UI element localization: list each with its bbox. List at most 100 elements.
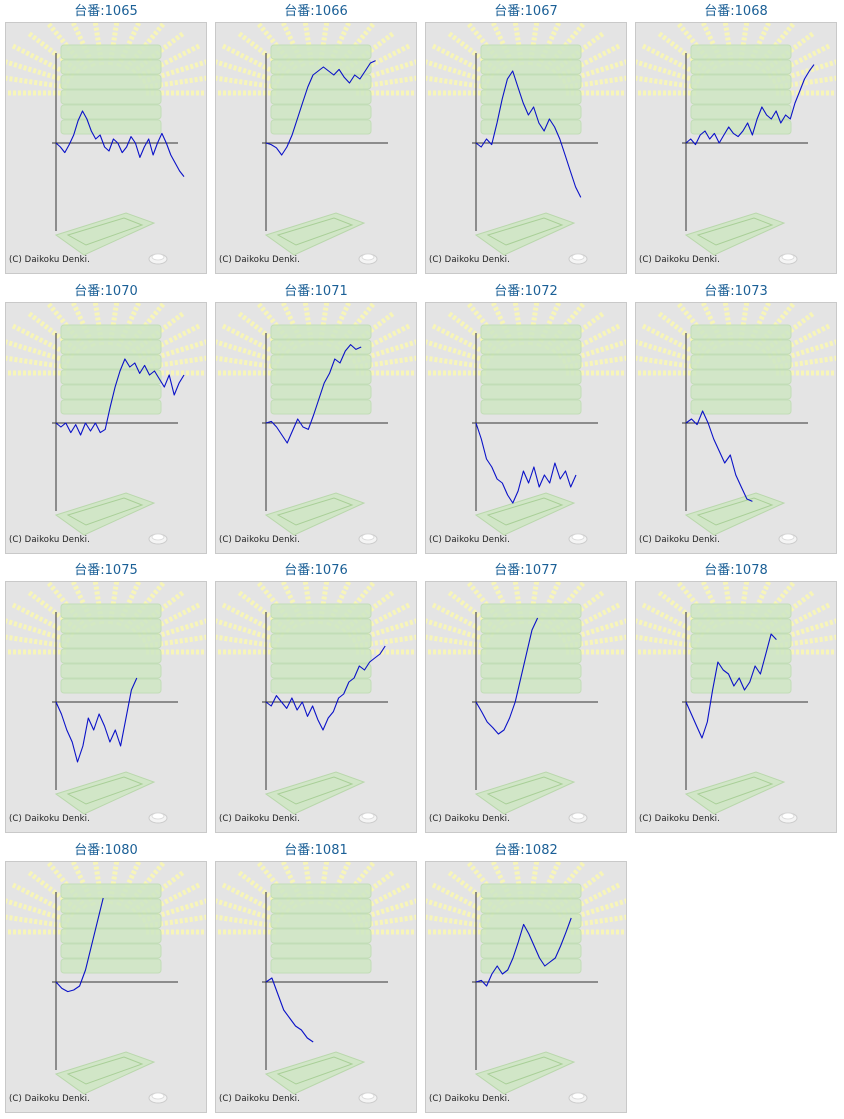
chart-svg xyxy=(426,582,626,824)
chart-frame: (C) Daikoku Denki. xyxy=(5,302,207,554)
chart-svg xyxy=(216,23,416,265)
chart-card: 台番:1073 (C) Daikoku Denki. xyxy=(634,282,838,557)
copyright-text: (C) Daikoku Denki. xyxy=(429,814,510,824)
chart-card: 台番:1071 (C) Daikoku Denki. xyxy=(214,282,418,557)
chart-title[interactable]: 台番:1081 xyxy=(284,843,348,858)
chart-title[interactable]: 台番:1077 xyxy=(494,563,558,578)
chart-svg xyxy=(636,303,836,545)
chart-title[interactable]: 台番:1068 xyxy=(704,4,768,19)
copyright-text: (C) Daikoku Denki. xyxy=(429,1094,510,1104)
series-line xyxy=(685,410,753,502)
chart-svg xyxy=(6,582,206,824)
chart-title[interactable]: 台番:1066 xyxy=(284,4,348,19)
series-line xyxy=(685,633,777,739)
chart-title[interactable]: 台番:1075 xyxy=(74,563,138,578)
chart-card: 台番:1075 (C) Daikoku Denki. xyxy=(4,561,208,836)
chart-card: 台番:1068 (C) Daikoku Denki. xyxy=(634,2,838,277)
copyright-text: (C) Daikoku Denki. xyxy=(639,535,720,545)
chart-title[interactable]: 台番:1072 xyxy=(494,284,558,299)
copyright-text: (C) Daikoku Denki. xyxy=(429,255,510,265)
series-line xyxy=(265,344,362,444)
chart-title[interactable]: 台番:1065 xyxy=(74,4,138,19)
slot-machine-artwork-background xyxy=(426,862,626,1095)
slot-machine-artwork-background xyxy=(426,582,626,815)
slot-machine-artwork-background xyxy=(6,303,206,536)
series-line xyxy=(55,358,185,436)
chart-svg xyxy=(216,582,416,824)
chart-frame: (C) Daikoku Denki. xyxy=(635,22,837,274)
chart-card: 台番:1067 (C) Daikoku Denki. xyxy=(424,2,628,277)
chart-frame: (C) Daikoku Denki. xyxy=(635,581,837,833)
medal-icon xyxy=(568,1092,588,1104)
chart-svg xyxy=(6,23,206,265)
chart-title[interactable]: 台番:1071 xyxy=(284,284,348,299)
series-line xyxy=(475,617,539,735)
series-line xyxy=(265,60,376,156)
chart-card: 台番:1066 (C) Daikoku Denki. xyxy=(214,2,418,277)
medal-icon xyxy=(148,253,168,265)
chart-frame: (C) Daikoku Denki. xyxy=(215,581,417,833)
chart-frame: (C) Daikoku Denki. xyxy=(425,302,627,554)
medal-icon xyxy=(778,253,798,265)
medal-icon xyxy=(358,1092,378,1104)
medal-icon xyxy=(358,253,378,265)
chart-frame: (C) Daikoku Denki. xyxy=(635,302,837,554)
series-line xyxy=(55,110,185,177)
chart-frame: (C) Daikoku Denki. xyxy=(215,861,417,1113)
copyright-text: (C) Daikoku Denki. xyxy=(219,814,300,824)
series-line xyxy=(55,677,138,763)
series-line xyxy=(475,917,572,987)
medal-icon xyxy=(358,533,378,545)
chart-svg xyxy=(636,23,836,265)
series-line xyxy=(475,422,577,504)
chart-title[interactable]: 台番:1076 xyxy=(284,563,348,578)
chart-title[interactable]: 台番:1073 xyxy=(704,284,768,299)
copyright-text: (C) Daikoku Denki. xyxy=(639,255,720,265)
series-line xyxy=(685,64,815,146)
medal-icon xyxy=(778,812,798,824)
copyright-text: (C) Daikoku Denki. xyxy=(219,1094,300,1104)
chart-card: 台番:1065 (C) Daikoku Denki. xyxy=(4,2,208,277)
series-line xyxy=(475,70,582,198)
chart-title[interactable]: 台番:1082 xyxy=(494,843,558,858)
chart-svg xyxy=(6,303,206,545)
chart-card: 台番:1081 (C) Daikoku Denki. xyxy=(214,841,418,1116)
series-line xyxy=(55,897,104,993)
chart-frame: (C) Daikoku Denki. xyxy=(425,581,627,833)
medal-icon xyxy=(568,253,588,265)
slot-machine-artwork-background xyxy=(216,862,416,1095)
chart-title[interactable]: 台番:1078 xyxy=(704,563,768,578)
chart-svg xyxy=(216,303,416,545)
series-line xyxy=(265,645,386,731)
chart-svg xyxy=(426,303,626,545)
slot-machine-artwork-background xyxy=(216,303,416,536)
chart-frame: (C) Daikoku Denki. xyxy=(5,861,207,1113)
medal-icon xyxy=(358,812,378,824)
slot-machine-artwork-background xyxy=(636,582,836,815)
copyright-text: (C) Daikoku Denki. xyxy=(9,1094,90,1104)
chart-card: 台番:1078 (C) Daikoku Denki. xyxy=(634,561,838,836)
chart-frame: (C) Daikoku Denki. xyxy=(425,22,627,274)
copyright-text: (C) Daikoku Denki. xyxy=(9,535,90,545)
chart-title[interactable]: 台番:1070 xyxy=(74,284,138,299)
chart-card: 台番:1076 (C) Daikoku Denki. xyxy=(214,561,418,836)
medal-icon xyxy=(568,812,588,824)
slot-machine-artwork-background xyxy=(216,23,416,256)
series-line xyxy=(265,977,314,1043)
chart-frame: (C) Daikoku Denki. xyxy=(215,302,417,554)
medal-icon xyxy=(148,812,168,824)
medal-icon xyxy=(148,533,168,545)
chart-frame: (C) Daikoku Denki. xyxy=(215,22,417,274)
slot-machine-artwork-background xyxy=(6,862,206,1095)
medal-icon xyxy=(568,533,588,545)
slot-machine-artwork-background xyxy=(426,303,626,536)
chart-title[interactable]: 台番:1080 xyxy=(74,843,138,858)
copyright-text: (C) Daikoku Denki. xyxy=(9,814,90,824)
copyright-text: (C) Daikoku Denki. xyxy=(219,255,300,265)
chart-card: 台番:1077 (C) Daikoku Denki. xyxy=(424,561,628,836)
chart-title[interactable]: 台番:1067 xyxy=(494,4,558,19)
copyright-text: (C) Daikoku Denki. xyxy=(639,814,720,824)
chart-svg xyxy=(216,862,416,1104)
chart-svg xyxy=(636,582,836,824)
